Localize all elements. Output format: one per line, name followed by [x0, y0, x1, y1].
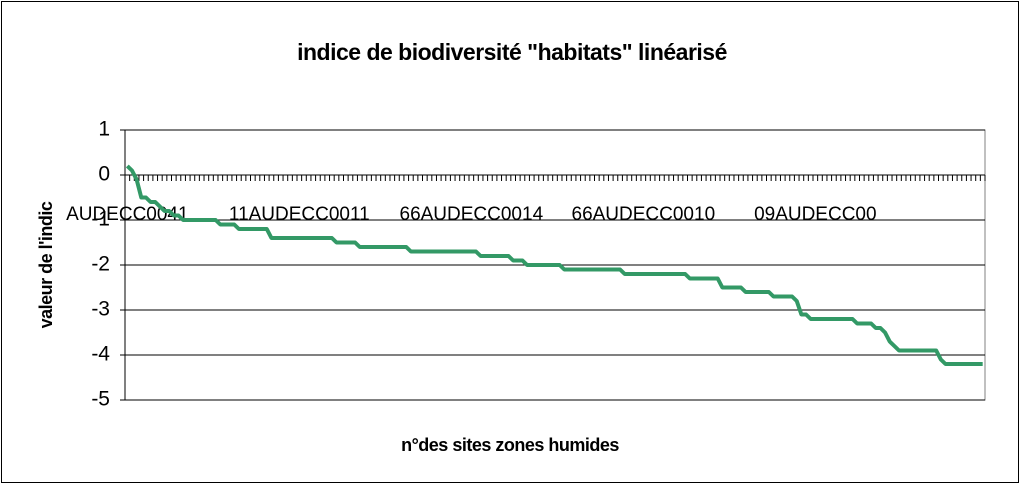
y-axis-title: valeur de l'indic	[36, 201, 56, 328]
x-tick-label: AUDECC0041	[66, 204, 189, 225]
data-line	[125, 164, 983, 366]
y-tick-label: 0	[98, 163, 110, 186]
y-tick-label: -1	[91, 208, 110, 231]
y-tick-label: -5	[91, 388, 110, 411]
x-tick-label: 66AUDECC0014	[400, 204, 544, 225]
y-tick-label: -3	[91, 298, 110, 321]
x-tick-label: 11AUDECC0011	[229, 204, 370, 225]
x-tick-label: 66AUDECC0010	[572, 204, 716, 225]
chart-title: indice de biodiversité "habitats" linéar…	[297, 39, 727, 65]
x-axis-title: n°des sites zones humides	[401, 435, 619, 455]
x-tick-label: 09AUDECC00	[754, 204, 877, 225]
y-tick-label: -2	[91, 253, 110, 276]
y-tick-label: -4	[91, 343, 110, 366]
y-tick-label: 1	[98, 118, 110, 141]
